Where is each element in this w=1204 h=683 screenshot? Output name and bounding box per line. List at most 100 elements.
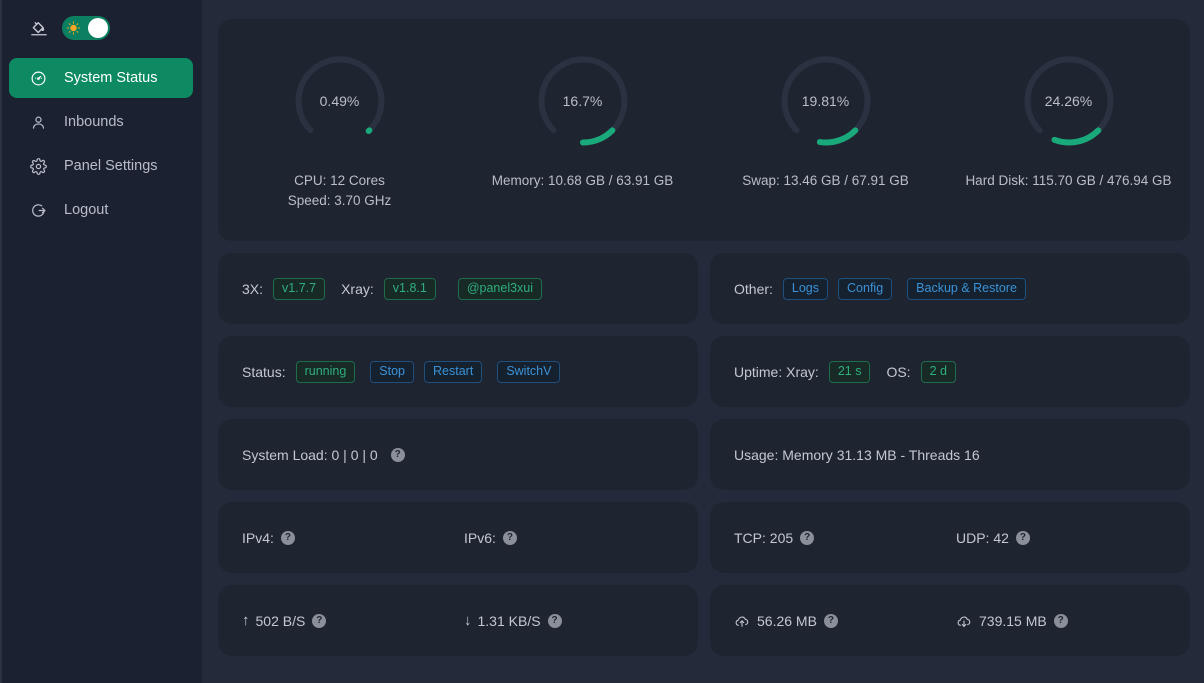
ip-card: IPv4: ? IPv6: ?: [218, 502, 698, 573]
stop-button[interactable]: Stop: [370, 360, 415, 383]
udp-label: UDP: 42: [956, 529, 1009, 546]
paint-bucket-icon[interactable]: [30, 19, 48, 37]
gauge-ring: 19.81%: [764, 39, 888, 163]
page-scroll-edge: [0, 0, 2, 683]
panel-version-badge[interactable]: v1.7.7: [273, 277, 326, 300]
user-icon: [30, 114, 47, 131]
gauge-ring: 16.7%: [521, 39, 645, 163]
help-icon[interactable]: ?: [390, 447, 405, 462]
swap-gauge-svg: [781, 56, 870, 146]
version-card: 3X: v1.7.7 Xray: v1.8.1 @panel3xui: [218, 253, 698, 324]
gauge-percent: 24.26%: [1044, 93, 1093, 109]
hard-disk-gauge-svg: [1024, 56, 1113, 146]
gauge-caption-line1: CPU: 12 Cores: [294, 173, 385, 188]
sidebar-item-panel-settings[interactable]: Panel Settings: [9, 146, 193, 186]
gauge-hard-disk: 24.26% Hard Disk: 115.70 GB / 476.94 GB: [947, 39, 1190, 191]
gauge-caption-line2: Speed: 3.70 GHz: [287, 192, 392, 208]
sidebar-nav: System Status Inbounds: [9, 58, 193, 230]
other-card: Other: Logs Config Backup & Restore: [710, 253, 1190, 324]
help-icon[interactable]: ?: [280, 530, 295, 545]
sidebar-item-label: Panel Settings: [64, 158, 158, 174]
system-load-value: System Load: 0 | 0 | 0: [242, 446, 378, 463]
gauge-caption-line1: Swap: 13.46 GB / 67.91 GB: [742, 173, 909, 188]
ipv6-field: IPv6: ?: [464, 530, 517, 546]
status-badge: running: [295, 360, 356, 383]
ipv6-label: IPv6:: [464, 529, 496, 546]
gauge-caption: Hard Disk: 115.70 GB / 476.94 GB: [965, 171, 1171, 191]
logs-button[interactable]: Logs: [782, 277, 829, 300]
theme-toggle-knob: [88, 18, 108, 38]
sidebar-item-label: Inbounds: [64, 114, 124, 130]
logout-icon: [30, 202, 47, 219]
ipv4-label: IPv4:: [242, 529, 274, 546]
other-label: Other:: [734, 280, 773, 297]
main-content: 0.49% CPU: 12 Cores Speed: 3.70 GHz 16.7…: [202, 0, 1204, 683]
tcp-field: TCP: 205 ?: [734, 530, 956, 546]
status-label: Status:: [242, 363, 286, 380]
xray-version-label: Xray:: [341, 280, 374, 297]
speed-card: ↑ 502 B/S ? ↓ 1.31 KB/S ?: [218, 585, 698, 656]
system-gauges-card: 0.49% CPU: 12 Cores Speed: 3.70 GHz 16.7…: [218, 19, 1190, 241]
info-grid: 3X: v1.7.7 Xray: v1.8.1 @panel3xui Other…: [218, 253, 1190, 656]
total-upload-value: 56.26 MB: [757, 612, 817, 629]
usage-card: Usage: Memory 31.13 MB - Threads 16: [710, 419, 1190, 490]
arrow-up-icon: ↑: [242, 612, 250, 629]
help-icon[interactable]: ?: [823, 613, 838, 628]
upload-speed-field: ↑ 502 B/S ?: [242, 612, 464, 629]
panel-version-label: 3X:: [242, 280, 264, 297]
switch-version-button[interactable]: SwitchV: [497, 360, 561, 383]
telegram-channel-badge[interactable]: @panel3xui: [457, 277, 543, 300]
udp-field: UDP: 42 ?: [956, 530, 1030, 546]
gauge-cpu: 0.49% CPU: 12 Cores Speed: 3.70 GHz: [218, 39, 461, 210]
gauge-percent: 0.49%: [319, 93, 360, 109]
sidebar-header: [9, 0, 193, 56]
gauge-caption: Memory: 10.68 GB / 63.91 GB: [492, 171, 674, 191]
gauge-swap: 19.81% Swap: 13.46 GB / 67.91 GB: [704, 39, 947, 191]
download-speed-field: ↓ 1.31 KB/S ?: [464, 612, 562, 629]
help-icon[interactable]: ?: [502, 530, 517, 545]
gauge-percent: 16.7%: [562, 93, 603, 109]
os-uptime-badge: 2 d: [920, 360, 956, 383]
gauge-caption-line1: Hard Disk: 115.70 GB / 476.94 GB: [965, 173, 1172, 188]
memory-gauge-svg: [538, 56, 627, 146]
help-icon[interactable]: ?: [800, 530, 815, 545]
dashboard-icon: [30, 70, 47, 87]
gauge-caption: CPU: 12 Cores Speed: 3.70 GHz: [288, 171, 392, 210]
gear-icon: [30, 157, 47, 175]
sidebar-item-inbounds[interactable]: Inbounds: [9, 102, 193, 142]
os-uptime-label: OS:: [886, 363, 911, 380]
arrow-down-icon: ↓: [464, 612, 472, 629]
help-icon[interactable]: ?: [1015, 530, 1030, 545]
upload-speed-value: 502 B/S: [255, 612, 306, 629]
gauge-caption-line1: Memory: 10.68 GB / 63.91 GB: [491, 173, 674, 188]
sidebar: System Status Inbounds: [0, 0, 202, 683]
gauge-memory: 16.7% Memory: 10.68 GB / 63.91 GB: [461, 39, 704, 191]
config-button[interactable]: Config: [838, 277, 893, 300]
sidebar-item-system-status[interactable]: System Status: [9, 58, 193, 98]
help-icon[interactable]: ?: [547, 613, 562, 628]
status-card: Status: running Stop Restart SwitchV: [218, 336, 698, 407]
restart-button[interactable]: Restart: [424, 360, 483, 383]
system-load-card: System Load: 0 | 0 | 0 ?: [218, 419, 698, 490]
help-icon[interactable]: ?: [312, 613, 327, 628]
uptime-card: Uptime: Xray: 21 s OS: 2 d: [710, 336, 1190, 407]
total-download-field: 739.15 MB ?: [956, 613, 1068, 629]
sidebar-item-label: Logout: [64, 202, 109, 218]
sidebar-item-logout[interactable]: Logout: [9, 190, 193, 230]
xray-version-badge[interactable]: v1.8.1: [383, 277, 436, 300]
theme-toggle[interactable]: [62, 16, 110, 40]
cloud-upload-icon: [734, 613, 757, 629]
help-icon[interactable]: ?: [1053, 613, 1068, 628]
cloud-download-icon: [956, 613, 979, 629]
sun-icon: [67, 21, 80, 35]
gauge-ring: 0.49%: [278, 39, 402, 163]
cpu-gauge-svg: [295, 56, 384, 135]
usage-value: Usage: Memory 31.13 MB - Threads 16: [734, 446, 980, 463]
total-upload-field: 56.26 MB ?: [734, 613, 956, 629]
backup-restore-button[interactable]: Backup & Restore: [907, 277, 1026, 300]
ipv4-field: IPv4: ?: [242, 530, 464, 546]
download-speed-value: 1.31 KB/S: [477, 612, 541, 629]
uptime-label: Uptime: Xray:: [734, 363, 819, 380]
gauge-percent: 19.81%: [801, 93, 850, 109]
